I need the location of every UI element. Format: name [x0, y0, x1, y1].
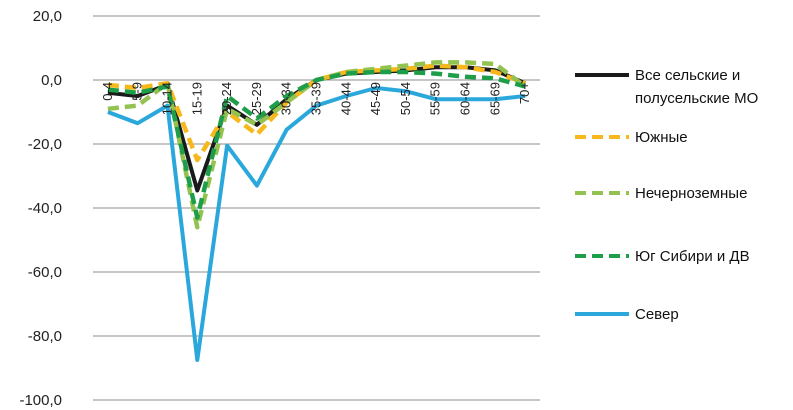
legend-label: Юг Сибири и ДВ [635, 248, 750, 265]
legend: Все сельские и полусельские МО Южные Нечерн… [575, 67, 758, 323]
y-tick-label: -100,0 [19, 392, 62, 409]
legend-label: Все сельские и [635, 67, 740, 84]
x-tick-label: 35-39 [309, 82, 324, 115]
x-tick-label: 20-24 [219, 82, 234, 115]
y-tick-label: -40,0 [28, 200, 62, 217]
series-lines [107, 60, 527, 362]
legend-label: Южные [635, 129, 688, 146]
x-tick-label: 50-54 [398, 82, 413, 115]
x-tick-label: 15-19 [189, 82, 204, 115]
x-tick-label: 0-4 [100, 82, 115, 101]
x-tick-label: 25-29 [249, 82, 264, 115]
x-tick-label: 55-59 [428, 82, 443, 115]
x-tick-label: 30-34 [279, 82, 294, 115]
y-tick-label: -20,0 [28, 136, 62, 153]
y-tick-label: 0,0 [41, 72, 62, 89]
x-tick-label: 70+ [517, 82, 532, 104]
legend-label: Нечерноземные [635, 185, 747, 202]
gridlines [93, 15, 540, 401]
legend-label: полусельские МО [635, 90, 758, 107]
x-tick-label: 65-69 [487, 82, 502, 115]
series-line [107, 86, 526, 362]
x-tick-label: 40-44 [338, 82, 353, 115]
y-tick-label: -80,0 [28, 328, 62, 345]
x-tick-label: 5-9 [130, 82, 145, 101]
y-tick-label: -60,0 [28, 264, 62, 281]
x-tick-label: 10-14 [160, 82, 175, 115]
legend-label: Север [635, 306, 679, 323]
series-line [107, 63, 526, 163]
y-tick-label: 20,0 [33, 8, 62, 25]
x-tick-label: 60-64 [458, 82, 473, 115]
x-tick-label: 45-49 [368, 82, 383, 115]
y-axis: 20,0 0,0 -20,0 -40,0 -60,0 -80,0 -100,0 [19, 8, 62, 409]
series-line [107, 69, 526, 220]
x-axis: 0-4 5-9 10-14 15-19 20-24 25-29 30-34 35-39 40-4… [100, 82, 532, 115]
